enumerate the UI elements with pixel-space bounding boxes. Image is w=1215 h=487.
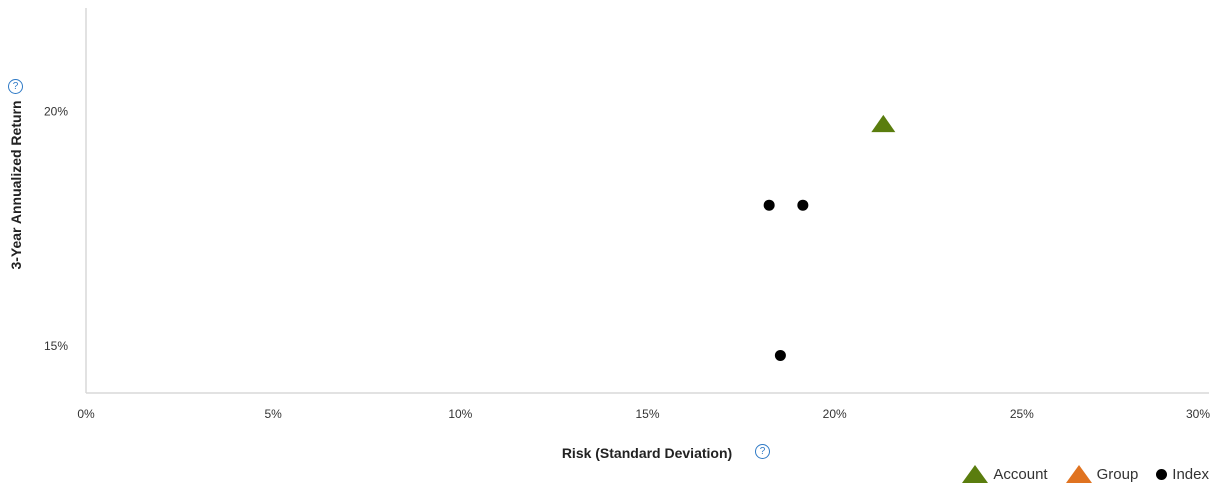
x-tick-label: 10% [448, 407, 472, 421]
legend-item-group[interactable]: Group [1065, 465, 1139, 483]
data-point-account[interactable] [871, 114, 896, 133]
x-tick-label: 0% [77, 407, 95, 421]
y-tick-labels: 15% 20% [44, 104, 68, 353]
x-tick-label: 25% [1010, 407, 1034, 421]
x-tick-label: 30% [1186, 407, 1210, 421]
legend-item-index[interactable]: Index [1156, 466, 1209, 483]
y-axis-help-icon[interactable]: ? [8, 79, 23, 94]
x-tick-label: 20% [823, 407, 847, 421]
x-tick-label: 15% [635, 407, 659, 421]
legend-item-account[interactable]: Account [962, 465, 1048, 483]
chart-legend: Account Group Index [962, 465, 1209, 483]
x-tick-label: 5% [264, 407, 282, 421]
y-axis-title: 3-Year Annualized Return [8, 100, 24, 269]
y-tick-label: 20% [44, 104, 68, 118]
data-point-index[interactable] [797, 199, 809, 211]
legend-label-group: Group [1096, 465, 1139, 483]
legend-label-index: Index [1172, 465, 1209, 483]
x-axis-help-icon[interactable]: ? [755, 444, 770, 459]
legend-label-account: Account [993, 465, 1048, 483]
x-tick-labels: 0% 5% 10% 15% 20% 25% 30% [77, 407, 1210, 421]
x-axis-title: Risk (Standard Deviation) [562, 445, 732, 461]
data-point-index[interactable] [763, 199, 775, 211]
data-point-index[interactable] [774, 349, 786, 361]
black-dot-icon [1156, 468, 1168, 480]
orange-triangle-icon [1065, 465, 1092, 483]
y-tick-label: 15% [44, 339, 68, 353]
green-triangle-icon [962, 465, 989, 483]
data-points [763, 114, 896, 361]
